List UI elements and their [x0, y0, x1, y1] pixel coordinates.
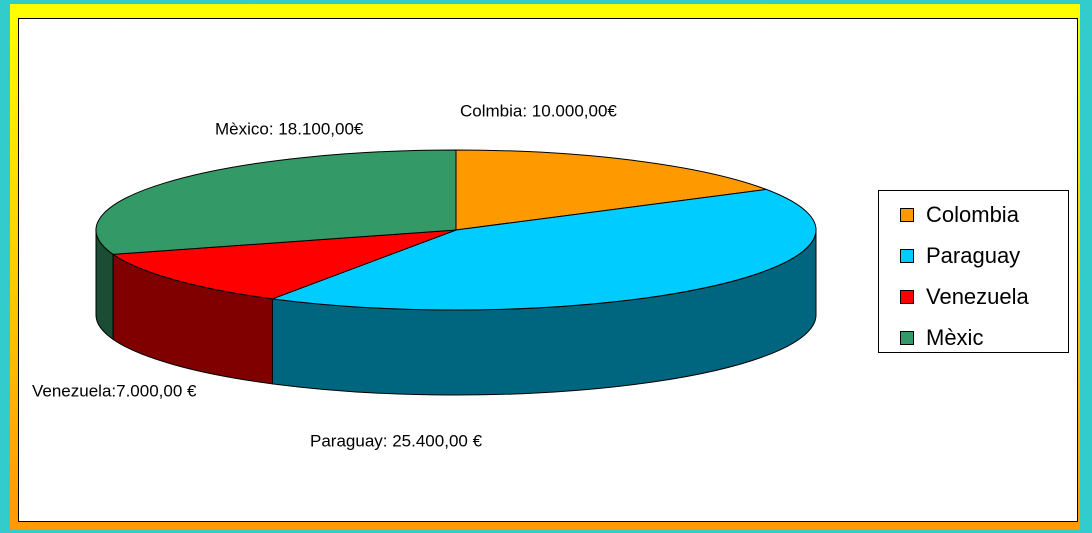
- slice: [111, 229, 457, 300]
- legend-label: Colombia: [926, 202, 1020, 227]
- legend-swatch: [900, 249, 914, 263]
- legend-swatch: [900, 331, 914, 345]
- legend-label: Mèxic: [926, 325, 983, 350]
- data-label: Mèxico: 18.100,00€: [215, 119, 364, 138]
- legend-label: Paraguay: [926, 243, 1020, 268]
- slice: [272, 188, 817, 311]
- data-label: Colmbia: 10.000,00€: [460, 101, 617, 120]
- legend-swatch: [900, 290, 914, 304]
- legend-swatch: [900, 208, 914, 222]
- data-label: Venezuela:7.000,00 €: [32, 381, 197, 400]
- data-label: Paraguay: 25.400,00 €: [310, 431, 483, 450]
- slice: [455, 149, 767, 231]
- legend-label: Venezuela: [926, 284, 1030, 309]
- slice: [95, 149, 457, 255]
- legend-box: [878, 190, 1069, 353]
